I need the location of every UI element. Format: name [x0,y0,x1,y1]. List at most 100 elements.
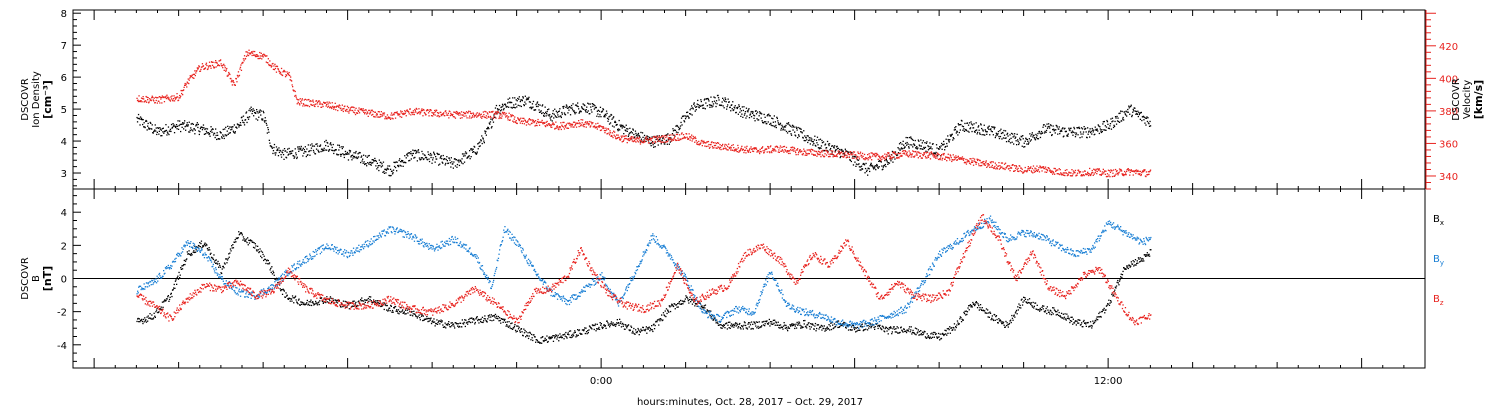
data-point [495,318,496,319]
data-point [731,145,732,146]
data-point [413,311,414,312]
data-point [916,146,917,147]
data-point [516,120,517,121]
data-point [803,130,804,131]
data-point [306,302,307,303]
data-point [1102,131,1103,132]
data-point [725,99,726,100]
data-point [504,319,505,320]
data-point [523,335,524,336]
data-point [322,301,323,302]
data-point [223,266,224,267]
data-point [758,150,759,151]
data-point [390,119,391,120]
data-point [465,113,466,114]
data-point [254,51,255,52]
data-point [743,152,744,153]
data-point [597,324,598,325]
data-point [926,143,927,144]
data-point [640,332,641,333]
data-point [514,324,515,325]
data-point [952,134,953,135]
data-point [587,330,588,331]
data-point [689,133,690,134]
data-point [172,100,173,101]
data-point [249,242,250,243]
data-point [852,153,853,154]
data-point [760,149,761,150]
data-point [623,141,624,142]
data-point [427,151,428,152]
data-point [622,127,623,128]
data-point [411,311,412,312]
data-point [272,148,273,149]
data-point [503,109,504,110]
data-point [272,153,273,154]
data-point [228,134,229,135]
data-point [915,140,916,141]
data-point [1001,167,1002,168]
data-point [140,116,141,117]
data-point [923,155,924,156]
data-point [342,148,343,149]
data-point [442,324,443,325]
data-point [903,150,904,151]
data-point [1133,174,1134,175]
data-point [145,319,146,320]
data-point [658,324,659,325]
data-point [1150,170,1151,171]
data-point [877,165,878,166]
data-point [695,136,696,137]
data-point [282,294,283,295]
data-point [396,309,397,310]
data-point [313,104,314,105]
data-point [550,117,551,118]
data-point [694,142,695,143]
data-point [783,152,784,153]
data-point [1126,115,1127,116]
data-point [155,102,156,103]
data-point [324,148,325,149]
data-point [955,129,956,130]
data-point [635,329,636,330]
data-point [245,58,246,59]
data-point [598,328,599,329]
data-point [468,319,469,320]
data-point [224,128,225,129]
data-point [1055,129,1056,130]
data-point [764,150,765,151]
data-point [474,319,475,320]
data-point [797,129,798,130]
data-point [473,149,474,150]
data-point [690,140,691,141]
data-point [429,111,430,112]
data-point [473,114,474,115]
data-point [1045,126,1046,127]
data-point [308,304,309,305]
data-point [1041,131,1042,132]
data-point [223,136,224,137]
data-point [655,146,656,147]
data-point [537,106,538,107]
data-point [845,149,846,150]
data-point [381,163,382,164]
data-point [245,119,246,120]
data-point [609,326,610,327]
data-point [639,137,640,138]
data-point [806,137,807,138]
data-point [1027,170,1028,171]
data-point [243,236,244,237]
data-point [431,154,432,155]
data-point [679,134,680,135]
data-point [430,318,431,319]
data-point [816,151,817,152]
data-point [317,106,318,107]
data-point [1095,172,1096,173]
data-point [475,318,476,319]
data-point [1096,173,1097,174]
data-point [163,133,164,134]
data-point [155,311,156,312]
data-point [171,98,172,99]
data-point [524,102,525,103]
data-point [1014,135,1015,136]
